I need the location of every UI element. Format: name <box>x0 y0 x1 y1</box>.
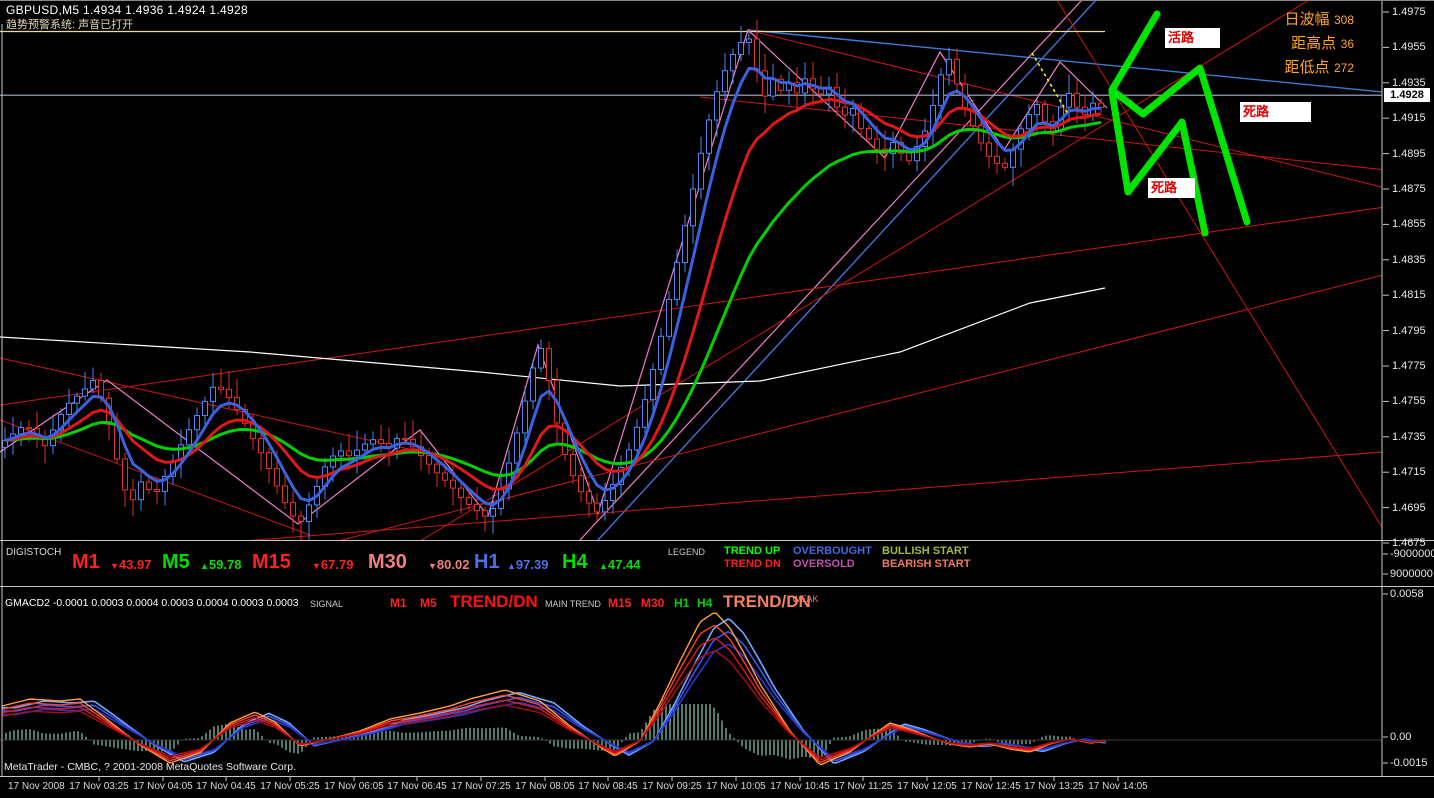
gmacd-weak-label: WEAK <box>792 594 819 604</box>
price-axis-label: 1.4875 <box>1392 183 1426 195</box>
stat-label: 距低点 <box>1284 59 1330 76</box>
legend-entry: TREND DN <box>724 558 781 570</box>
indicator-axis-label: 0.00 <box>1390 731 1412 743</box>
digistoch-title: DIGISTOCH <box>6 547 62 558</box>
down-arrow-icon: ▼ <box>110 561 119 571</box>
price-axis-label: 1.4935 <box>1392 76 1426 89</box>
price-axis-label: 1.4895 <box>1392 147 1426 160</box>
time-axis-label: 17 Nov 09:25 <box>642 781 702 792</box>
current-price-tag: 1.4928 <box>1384 88 1430 102</box>
gmacd-tf-label: M30 <box>641 596 665 610</box>
price-axis-label: 1.4855 <box>1392 218 1426 231</box>
down-arrow-icon: ▼ <box>428 561 437 571</box>
copyright-text: MetaTrader - CMBC, ? 2001-2008 MetaQuote… <box>4 761 296 773</box>
indicator-axis-label: 0.0058 <box>1390 588 1424 600</box>
stat-value: 308 <box>1333 13 1354 27</box>
digistoch-tf-label: M30 <box>368 551 407 573</box>
time-axis-label: 17 Nov 04:45 <box>196 781 256 792</box>
digistoch-tf-label: H4 <box>562 551 588 573</box>
price-axis-label: 1.4795 <box>1392 324 1426 337</box>
digistoch-tf-label: M5 <box>162 551 190 573</box>
up-arrow-icon: ▲ <box>200 561 209 571</box>
legend-entry: TREND UP <box>724 545 781 557</box>
price-axis-label: 1.4675 <box>1392 537 1426 549</box>
live-path-flag[interactable]: 活路 <box>1165 28 1220 48</box>
price-axis-label: 1.4955 <box>1392 41 1426 54</box>
digistoch-tf-value: ▲97.39 <box>507 557 549 572</box>
price-axis-label: 1.4835 <box>1392 253 1426 266</box>
time-axis-label: 17 Nov 04:05 <box>133 781 193 792</box>
time-axis-label: 17 Nov 07:25 <box>451 781 511 792</box>
time-axis-label: 17 Nov 12:45 <box>961 781 1021 792</box>
legend-title: LEGEND <box>668 547 706 557</box>
price-axis-label: 1.4715 <box>1392 466 1426 479</box>
daily-stats-annotation: 日波幅 308 距高点 36 距低点 272 <box>1285 8 1355 80</box>
alert-status-text: 趋势预警系统: 声音已打开 <box>6 19 134 31</box>
symbol-ohlc-title: GBPUSD,M5 1.4934 1.4936 1.4924 1.4928 <box>6 3 248 17</box>
price-axis-label: 1.4735 <box>1392 430 1426 443</box>
gmacd-tf-label: H1 <box>674 596 690 610</box>
time-axis-label: 17 Nov 06:45 <box>387 781 447 792</box>
dead-end-flag-lower[interactable]: 死路 <box>1148 178 1195 198</box>
price-axis-label: 1.4775 <box>1392 360 1426 372</box>
digistoch-tf-value: ▲47.44 <box>599 557 641 572</box>
digistoch-tf-label: H1 <box>474 551 500 573</box>
stat-value: 272 <box>1333 61 1354 75</box>
stat-value: 36 <box>1340 37 1354 51</box>
time-axis-label: 17 Nov 10:45 <box>770 781 830 792</box>
gmacd-tf-label: M15 <box>608 596 632 610</box>
gmacd-main-trend: TREND/DN <box>723 592 811 611</box>
up-arrow-icon: ▲ <box>599 561 608 571</box>
time-axis-label: 17 Nov 10:05 <box>706 781 766 792</box>
indicator-axis-label: -0.0015 <box>1390 757 1428 769</box>
time-axis-label: 17 Nov 11:25 <box>833 781 893 792</box>
price-axis-label: 1.4755 <box>1392 395 1426 408</box>
digistoch-tf-value: ▲59.78 <box>200 557 242 572</box>
gmacd-tf-label: M1 <box>390 596 407 610</box>
indicator-axis-label: -9000000 <box>1390 548 1434 560</box>
time-axis-label: 17 Nov 05:25 <box>260 781 320 792</box>
gmacd-tf-label: H4 <box>697 596 713 610</box>
time-axis-label: 17 Nov 2008 <box>8 781 65 792</box>
legend-entry: BEARISH START <box>882 558 971 570</box>
time-axis-label: 17 Nov 14:05 <box>1088 781 1148 792</box>
dead-end-flag-right[interactable]: 死路 <box>1240 102 1311 122</box>
up-arrow-icon: ▲ <box>507 561 516 571</box>
gmacd-signal-label: SIGNAL <box>310 599 344 609</box>
gmacd-signal-trend: TREND/DN <box>450 592 538 611</box>
time-axis-label: 17 Nov 03:25 <box>69 781 129 792</box>
digistoch-tf-label: M15 <box>252 551 291 573</box>
legend-entry: BULLISH START <box>882 545 969 557</box>
indicator-axis-label: 9000000 <box>1390 568 1433 580</box>
stat-label: 日波幅 <box>1284 11 1330 28</box>
time-axis-label: 17 Nov 13:25 <box>1024 781 1084 792</box>
digistoch-tf-label: M1 <box>72 551 100 573</box>
digistoch-tf-value: ▼43.97 <box>110 557 152 572</box>
price-axis-label: 1.4975 <box>1392 6 1426 18</box>
legend-entry: OVERSOLD <box>793 558 855 570</box>
price-axis-label: 1.4815 <box>1392 289 1426 302</box>
legend-entry: OVERBOUGHT <box>793 545 872 557</box>
price-axis-label: 1.4915 <box>1392 112 1426 125</box>
time-axis-label: 17 Nov 08:05 <box>515 781 575 792</box>
digistoch-tf-value: ▼80.02 <box>428 557 470 572</box>
digistoch-tf-value: ▼67.79 <box>312 557 354 572</box>
gmacd-maintrend-label: MAIN TREND <box>545 599 601 609</box>
price-axis-label: 1.4695 <box>1392 501 1426 514</box>
stat-label: 距高点 <box>1291 35 1337 52</box>
time-axis-label: 17 Nov 06:05 <box>324 781 384 792</box>
gmacd-title-values: GMACD2 -0.0001 0.0003 0.0004 0.0003 0.00… <box>5 597 299 609</box>
time-axis-label: 17 Nov 08:45 <box>578 781 638 792</box>
down-arrow-icon: ▼ <box>312 561 321 571</box>
time-axis-label: 17 Nov 12:05 <box>897 781 957 792</box>
gmacd-tf-label: M5 <box>420 596 437 610</box>
